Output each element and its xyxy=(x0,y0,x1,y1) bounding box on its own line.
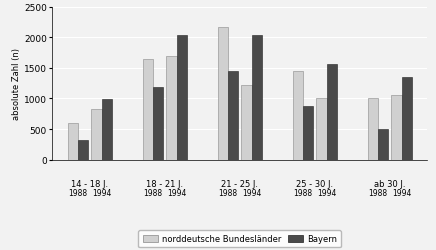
Bar xyxy=(143,59,153,160)
Text: 21 - 25 J.: 21 - 25 J. xyxy=(221,180,258,188)
Bar xyxy=(378,130,388,160)
Text: 1988: 1988 xyxy=(368,189,388,198)
Text: 1988: 1988 xyxy=(68,189,88,198)
Y-axis label: absolute Zahl (n): absolute Zahl (n) xyxy=(12,48,21,120)
Text: 1994: 1994 xyxy=(392,189,411,198)
Text: 14 - 18 J.: 14 - 18 J. xyxy=(71,180,109,188)
Bar xyxy=(102,100,112,160)
Text: 1994: 1994 xyxy=(92,189,111,198)
Bar xyxy=(242,86,252,160)
Legend: norddeutsche Bundesländer, Bayern: norddeutsche Bundesländer, Bayern xyxy=(139,230,341,247)
Text: 1994: 1994 xyxy=(317,189,336,198)
Bar xyxy=(327,65,337,160)
Text: ab 30 J.: ab 30 J. xyxy=(374,180,405,188)
Bar xyxy=(153,88,163,160)
Text: 1994: 1994 xyxy=(167,189,186,198)
Bar xyxy=(228,72,238,160)
Bar xyxy=(92,110,102,160)
Bar xyxy=(392,96,402,160)
Bar xyxy=(317,98,327,160)
Bar xyxy=(78,140,88,160)
Text: 1988: 1988 xyxy=(218,189,238,198)
Bar xyxy=(167,56,177,160)
Bar xyxy=(293,72,303,160)
Bar xyxy=(303,107,313,160)
Text: 1994: 1994 xyxy=(242,189,261,198)
Text: 1988: 1988 xyxy=(143,189,163,198)
Bar xyxy=(402,78,412,160)
Bar xyxy=(177,36,187,160)
Bar xyxy=(252,36,262,160)
Text: 18 - 21 J.: 18 - 21 J. xyxy=(146,180,184,188)
Bar xyxy=(68,124,78,160)
Text: 1988: 1988 xyxy=(293,189,313,198)
Bar xyxy=(368,98,378,160)
Bar xyxy=(218,28,228,160)
Text: 25 - 30 J.: 25 - 30 J. xyxy=(296,180,334,188)
